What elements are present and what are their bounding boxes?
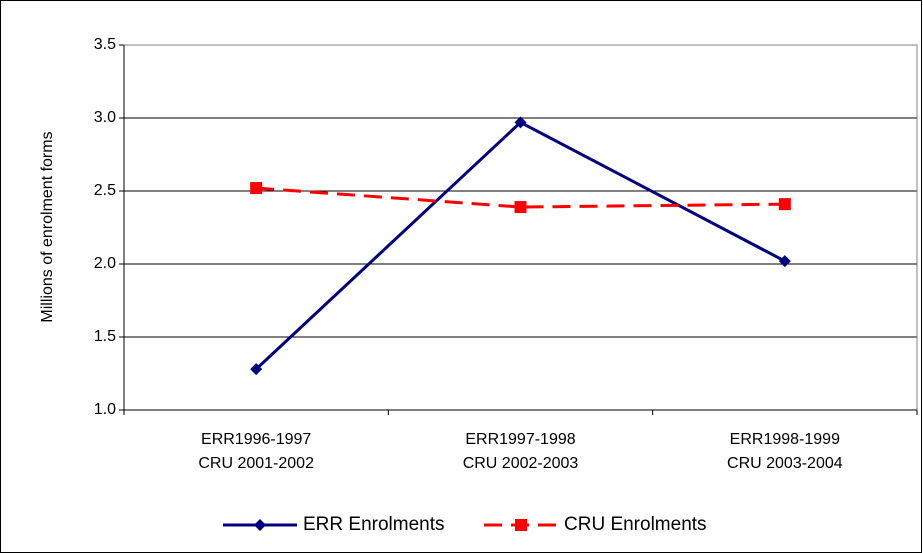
x-tick-label: CRU 2003-2004: [727, 455, 843, 472]
x-tick-label: CRU 2001-2002: [198, 455, 314, 472]
point: [778, 255, 791, 268]
y-tick-label: 3.0: [94, 109, 116, 126]
point: [514, 201, 527, 214]
point: [250, 182, 263, 195]
y-axis-label: Millions of enrolment forms: [39, 131, 56, 322]
legend-label: ERR Enrolments: [303, 514, 445, 535]
legend-label: CRU Enrolments: [564, 514, 707, 535]
legend-marker: [254, 519, 266, 531]
point: [778, 198, 791, 211]
point: [250, 363, 263, 376]
x-tick-label: ERR1997-1998: [465, 431, 575, 448]
y-tick-label: 2.0: [94, 255, 116, 272]
x-tick-label: CRU 2002-2003: [463, 455, 579, 472]
series-line: [256, 186, 785, 209]
x-tick-label: ERR1998-1999: [730, 431, 840, 448]
legend-marker: [515, 519, 527, 531]
y-tick-label: 1.0: [94, 401, 116, 418]
point: [514, 116, 527, 129]
y-tick-label: 1.5: [94, 328, 116, 345]
y-tick-label: 2.5: [94, 182, 116, 199]
x-tick-label: ERR1996-1997: [201, 431, 311, 448]
y-tick-label: 3.5: [94, 36, 116, 53]
